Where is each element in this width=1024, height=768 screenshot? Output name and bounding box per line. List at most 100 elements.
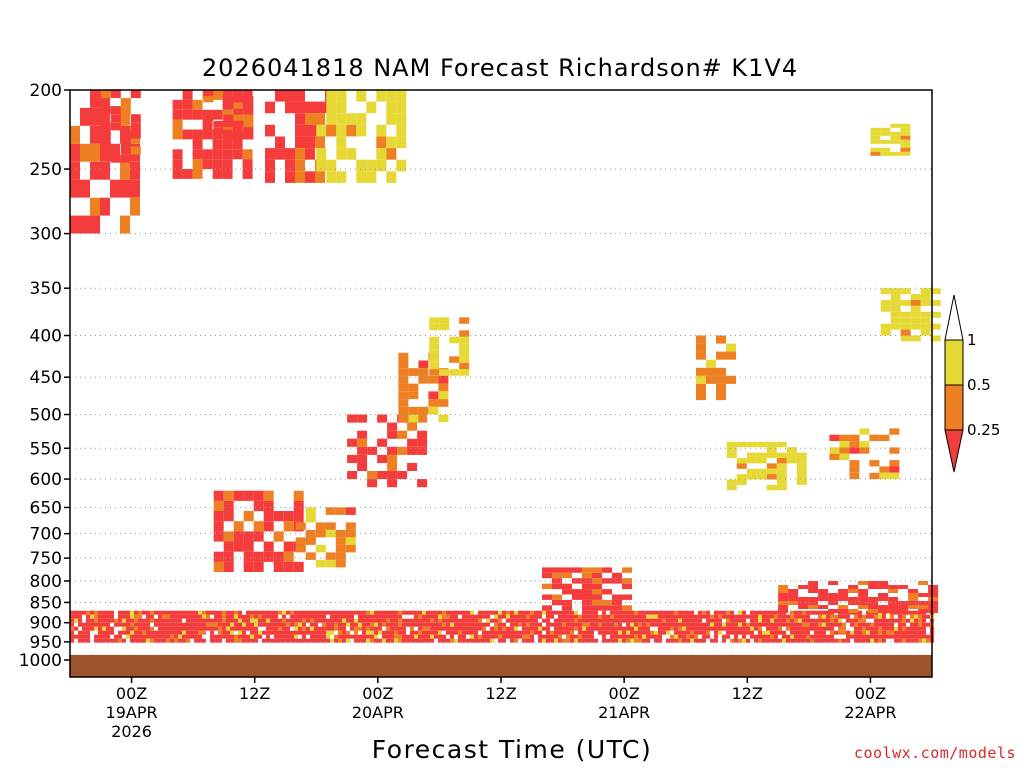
ri-cell [374, 634, 378, 639]
ri-cell [146, 618, 150, 623]
ri-cell [315, 171, 325, 183]
ri-cell [798, 597, 809, 601]
ri-cell [558, 618, 562, 623]
ri-cell [618, 638, 622, 643]
ri-cell [566, 626, 570, 631]
ri-cell [702, 614, 706, 619]
ri-cell [214, 610, 218, 615]
ri-cell [474, 638, 478, 643]
ri-cell [902, 630, 906, 635]
ri-cell [858, 593, 869, 597]
ri-cell [542, 618, 546, 623]
ri-cell [265, 159, 275, 172]
ri-cell [386, 610, 390, 615]
ri-cell [70, 125, 80, 144]
ri-cell [798, 630, 802, 635]
ri-cell [762, 634, 766, 639]
ri-cell [738, 614, 742, 619]
ri-cell [198, 618, 202, 623]
colorbar-label: 1 [967, 331, 977, 349]
ri-cell [478, 618, 482, 623]
ri-cell [642, 634, 646, 639]
chart-title: 2026041818 NAM Forecast Richardson# K1V4 [202, 54, 798, 82]
ri-cell [822, 614, 826, 619]
ri-cell [890, 630, 894, 635]
ri-cell [848, 609, 859, 613]
ri-cell [466, 626, 470, 631]
ri-cell [808, 581, 819, 585]
ri-cell [394, 622, 398, 627]
ri-cell [890, 300, 901, 306]
ri-region [347, 414, 428, 488]
ri-cell [275, 136, 285, 149]
ri-cell [182, 169, 193, 179]
ri-cell [192, 109, 203, 120]
ri-cell [498, 614, 502, 619]
ri-cell [530, 622, 534, 627]
ri-cell [746, 474, 757, 480]
ri-cell [874, 618, 878, 623]
ri-cell [170, 638, 174, 643]
ri-cell [900, 317, 911, 324]
ri-cell [502, 634, 506, 639]
ri-cell [790, 610, 794, 615]
ri-cell [100, 130, 111, 139]
ri-cell [562, 567, 572, 573]
ri-cell [322, 634, 326, 639]
ri-cell [578, 630, 582, 635]
ri-cell [80, 215, 90, 234]
ri-cell [102, 614, 106, 619]
ri-cell [430, 634, 434, 639]
ri-cell [630, 610, 634, 615]
colorbar: 10.50.25 [944, 294, 1000, 473]
ri-cell [336, 90, 347, 102]
ri-cell [482, 614, 486, 619]
ri-cell [226, 634, 230, 639]
ri-cell [716, 335, 726, 344]
ri-cell [334, 638, 338, 643]
ri-cell [242, 149, 253, 160]
ri-cell [776, 463, 787, 469]
ri-cell [377, 438, 388, 447]
ri-cell [192, 99, 203, 110]
ri-cell [614, 626, 618, 631]
ri-cell [594, 614, 598, 619]
ri-cell [330, 618, 334, 623]
ri-cell [86, 626, 90, 631]
ri-cell [190, 610, 194, 615]
ri-cell [162, 622, 166, 627]
ri-cell [230, 614, 234, 619]
ri-cell [250, 614, 254, 619]
ri-cell [120, 161, 130, 180]
ri-cell [834, 630, 838, 635]
ri-cell [314, 638, 318, 643]
ri-cell [494, 634, 498, 639]
ri-cell [367, 446, 378, 455]
ri-cell [694, 614, 698, 619]
ri-cell [582, 567, 592, 573]
ri-cell [874, 638, 878, 643]
ri-cell [838, 589, 849, 593]
ri-cell [634, 610, 638, 615]
ri-cell [602, 567, 612, 573]
ri-cell [870, 630, 874, 635]
ri-cell [638, 626, 642, 631]
ri-cell [686, 618, 690, 623]
ri-cell [694, 618, 698, 623]
ri-cell [886, 618, 890, 623]
ri-cell [889, 466, 900, 473]
ri-cell [796, 463, 807, 469]
ri-cell [730, 630, 734, 635]
ri-cell [734, 622, 738, 627]
ri-cell [880, 300, 891, 306]
ri-cell [818, 638, 822, 643]
ri-cell [514, 630, 518, 635]
ri-cell [849, 466, 860, 473]
ri-cell [706, 375, 716, 384]
ri-cell [316, 159, 327, 172]
ri-cell [397, 446, 408, 455]
ri-cell [386, 626, 390, 631]
ri-cell [882, 626, 886, 631]
ri-cell [270, 618, 274, 623]
ri-cell [410, 634, 414, 639]
